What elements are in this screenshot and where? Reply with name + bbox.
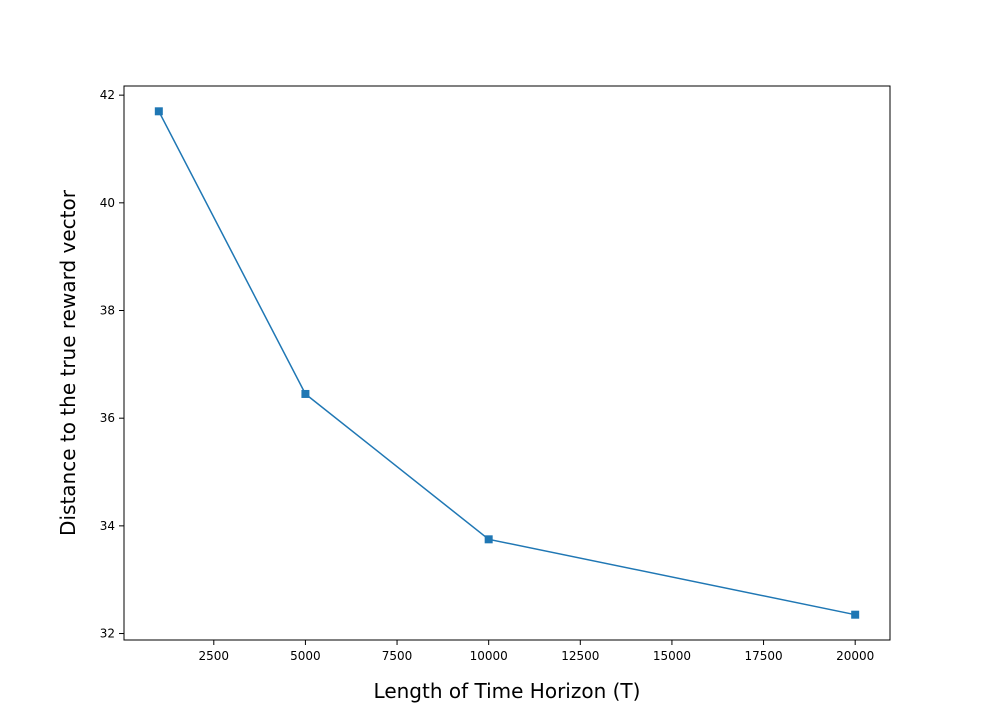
x-tick-label: 20000 <box>836 649 874 663</box>
y-tick-label: 40 <box>100 196 115 210</box>
x-axis-label: Length of Time Horizon (T) <box>374 679 641 703</box>
marker <box>154 107 163 116</box>
x-tick-label: 12500 <box>561 649 599 663</box>
x-tick-label: 15000 <box>653 649 691 663</box>
plot-frame <box>123 85 891 641</box>
y-tick-label: 38 <box>100 304 115 318</box>
marker <box>851 610 860 619</box>
x-tick-label: 10000 <box>470 649 508 663</box>
marker <box>301 389 310 398</box>
data-line <box>158 110 856 616</box>
marker <box>484 535 493 544</box>
y-tick-label: 32 <box>100 627 115 641</box>
y-tick-label: 42 <box>100 88 115 102</box>
x-tick-label: 5000 <box>290 649 321 663</box>
y-tick-label: 34 <box>100 519 115 533</box>
y-axis-label: Distance to the true reward vector <box>56 189 80 536</box>
x-tick-label: 7500 <box>382 649 413 663</box>
y-tick-label: 36 <box>100 411 115 425</box>
x-tick-label: 2500 <box>199 649 230 663</box>
x-tick-label: 17500 <box>744 649 782 663</box>
